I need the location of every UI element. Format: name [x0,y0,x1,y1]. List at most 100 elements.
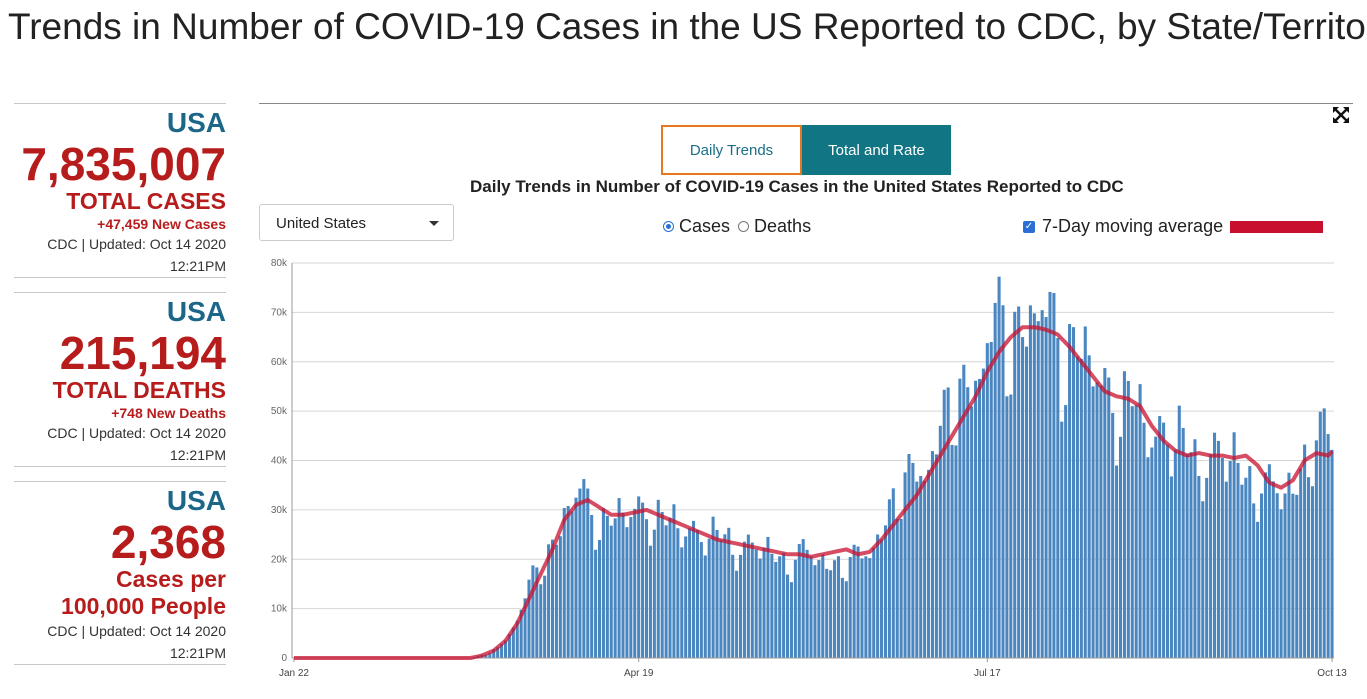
case-bar [609,525,613,658]
case-bar [1134,404,1138,658]
case-bar [895,518,899,658]
case-bar [1162,422,1166,658]
y-tick-label: 70k [271,307,288,318]
case-bar [605,515,609,658]
moving-average-label[interactable]: 7-Day moving average [1042,216,1224,236]
case-bar [590,514,594,658]
case-bar [938,425,942,658]
case-bar [950,444,954,658]
cases-radio[interactable] [663,221,674,232]
case-bar [758,558,762,658]
stat-value: 7,835,007 [21,138,226,190]
stat-region: USA [166,296,226,327]
case-bar [1071,327,1076,658]
stat-new-count: +748 New Deaths [111,405,226,421]
case-bar [1310,486,1314,658]
expand-icon[interactable] [1332,106,1350,124]
case-bar [547,544,551,658]
panel-divider [259,103,1353,104]
case-bar [1197,475,1201,658]
stat-new-count: +47,459 New Cases [97,216,226,232]
case-bar [1326,434,1330,658]
case-bar [523,598,527,658]
moving-average-line [294,325,1334,660]
case-bar [574,497,578,658]
case-bar [985,343,989,658]
case-bar [774,561,778,658]
case-bar [852,544,856,658]
moving-average-checkbox[interactable]: ✓ [1023,220,1035,233]
stat-updated: CDC | Updated: Oct 14 2020 [47,623,226,639]
stat-label: TOTAL CASES [66,188,226,214]
case-bar [570,511,574,658]
case-bar [492,649,496,658]
case-bar [1165,444,1170,658]
case-bar [1330,449,1334,658]
case-bar [1228,460,1232,658]
case-bar [566,505,570,658]
stat-value: 2,368 [110,516,226,568]
x-tick-label: Jul 17 [974,668,1001,679]
case-bar [488,652,492,658]
case-bar [496,647,500,658]
stat-time: 12:21PM [14,642,226,665]
y-tick-label: 0 [281,653,287,664]
chart-title: Daily Trends in Number of COVID-19 Cases… [470,177,1124,196]
cases-radio-label[interactable]: Cases [679,216,731,236]
case-bar [711,516,715,658]
stat-total-deaths: USA 215,194 TOTAL DEATHS +748 New Deaths… [14,292,226,467]
case-bar [1056,337,1060,658]
case-bar [1017,306,1021,658]
moving-average-toggle: ✓ 7-Day moving average [1023,216,1324,237]
deaths-radio[interactable] [738,221,750,232]
stat-label: TOTAL DEATHS [52,377,226,403]
case-bar [1087,355,1091,658]
case-bar [644,519,649,658]
case-bar [527,579,531,658]
case-bar [739,554,743,658]
case-bar [543,575,547,658]
case-bar [1201,501,1205,658]
location-select[interactable]: United States [259,204,454,241]
case-bar [1177,405,1181,658]
case-bar [754,549,758,658]
case-bar [554,544,558,658]
case-bar [1279,509,1283,658]
case-bar [1142,422,1146,658]
case-bar [1256,521,1260,658]
y-tick-label: 50k [271,406,288,417]
case-bar [797,544,801,658]
case-bar [519,609,523,658]
case-bar [997,276,1001,658]
case-bar [1236,462,1240,658]
case-bar [880,539,884,658]
x-tick-label: Apr 19 [624,668,654,679]
case-bar [515,620,519,658]
deaths-radio-label[interactable]: Deaths [754,216,812,236]
tab-total-and-rate[interactable]: Total and Rate [802,125,951,175]
case-bar [727,527,731,658]
case-bar [1060,421,1064,658]
case-bar [550,539,555,658]
case-bar [1064,405,1068,658]
stat-updated: CDC | Updated: Oct 14 2020 [47,236,226,252]
case-bar [719,539,723,658]
case-bar [664,525,668,658]
case-bar [1318,411,1322,658]
case-bar [1193,439,1197,658]
case-bar [966,387,970,658]
case-bar [954,445,958,658]
case-bar [1267,464,1271,658]
case-bar [668,517,672,658]
case-bar [731,554,735,658]
case-bar [637,496,641,658]
case-bar [633,508,637,658]
case-bar [1240,484,1244,658]
y-tick-label: 80k [271,258,288,269]
case-bar [872,547,876,658]
case-bar [993,302,997,658]
case-bar [1205,477,1209,658]
case-bar [1099,385,1103,658]
tab-daily-trends[interactable]: Daily Trends [661,125,802,175]
case-bar [1307,477,1311,658]
